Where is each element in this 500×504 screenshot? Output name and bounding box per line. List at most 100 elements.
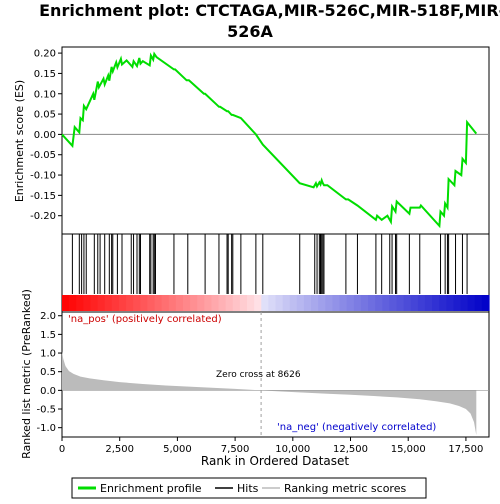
x-tick-label: 2,500 xyxy=(105,444,134,455)
rank-color-cell xyxy=(275,295,284,311)
title-line-1: Enrichment plot: CTCTAGA,MIR-526C,MIR-51… xyxy=(39,1,500,20)
rank-color-cell xyxy=(197,295,205,311)
rank-color-cell xyxy=(83,295,92,311)
x-tick-label: 12,500 xyxy=(333,444,368,455)
rank-color-cell xyxy=(446,295,455,311)
rank-color-cell xyxy=(168,295,177,311)
rank-color-cell xyxy=(232,295,241,311)
rank-color-cell xyxy=(282,295,291,311)
x-axis-label: Rank in Ordered Dataset xyxy=(201,454,349,468)
rank-color-cell xyxy=(204,295,213,311)
rank-color-cell xyxy=(382,295,390,311)
rank-color-cell xyxy=(368,295,376,311)
chart-title: Enrichment plot: CTCTAGA,MIR-526C,MIR-51… xyxy=(39,1,500,41)
rank-color-cell xyxy=(453,295,462,311)
es-y-tick-label: -0.05 xyxy=(30,150,56,161)
hits-layer xyxy=(62,234,490,311)
es-y-tick-label: -0.15 xyxy=(30,191,56,202)
rank-color-cell xyxy=(154,295,163,311)
rank-color-cell xyxy=(296,295,305,311)
rank-color-cell xyxy=(311,295,319,311)
es-y-tick-label: -0.20 xyxy=(30,211,56,222)
x-tick-label: 15,000 xyxy=(391,444,426,455)
rank-color-cell xyxy=(268,295,277,311)
metric-y-tick-label: 0.5 xyxy=(40,367,56,378)
rank-color-cell xyxy=(254,295,262,311)
rank-color-cell xyxy=(147,295,156,311)
rank-color-cell xyxy=(460,295,469,311)
es-panel-frame xyxy=(61,46,490,235)
rank-color-cell xyxy=(303,295,312,311)
rank-color-cell xyxy=(69,295,77,311)
es-layer xyxy=(61,51,489,229)
x-tick-label: 7,500 xyxy=(221,444,250,455)
es-y-tick-label: -0.10 xyxy=(30,171,56,182)
rank-color-cell xyxy=(375,295,383,311)
rank-color-cell xyxy=(424,295,433,311)
rank-color-cell xyxy=(211,295,220,311)
rank-color-cell xyxy=(239,295,248,311)
rank-color-cell xyxy=(325,295,334,311)
legend-metric-label: Ranking metric scores xyxy=(284,482,406,495)
rank-color-cell xyxy=(417,295,426,311)
rank-color-cell xyxy=(126,295,134,311)
rank-color-cell xyxy=(467,295,476,311)
rank-color-cell xyxy=(104,295,113,311)
rank-color-cell xyxy=(339,295,348,311)
rank-color-cell xyxy=(218,295,227,311)
rank-color-cell xyxy=(190,295,198,311)
rank-color-cell xyxy=(396,295,405,311)
metric-y-tick-label: 1.5 xyxy=(40,330,56,341)
rank-color-cell xyxy=(332,295,341,311)
rank-color-cell xyxy=(97,295,106,311)
metric-layer xyxy=(62,312,489,437)
rank-color-cell xyxy=(261,295,269,311)
x-tick-label: 10,000 xyxy=(275,444,310,455)
es-y-tick-label: 0.15 xyxy=(34,69,56,80)
rank-color-cell xyxy=(76,295,84,311)
rank-color-cell xyxy=(403,295,412,311)
rank-color-cell xyxy=(360,295,369,311)
rank-color-cell xyxy=(182,295,191,311)
rank-color-cell xyxy=(439,295,447,311)
rank-color-cell xyxy=(353,295,362,311)
rank-color-cell xyxy=(289,295,298,311)
ranking-metric-area xyxy=(62,351,477,436)
metric-y-tick-label: -1.0 xyxy=(36,423,56,434)
zero-cross-label: Zero cross at 8626 xyxy=(216,370,301,380)
rank-color-cell xyxy=(90,295,99,311)
metric-y-tick-label: 2.0 xyxy=(40,311,56,322)
rank-color-cell xyxy=(133,295,141,311)
rank-color-cell xyxy=(161,295,170,311)
axes-layer: 0.20 0.15 0.10 0.05 0.00 -0.05 -0.10 -0.15 -0.20… xyxy=(30,49,483,455)
rank-color-cell xyxy=(225,295,234,311)
x-tick-label: 0 xyxy=(59,444,65,455)
positive-correlation-label: 'na_pos' (positively correlated) xyxy=(68,314,222,325)
enrichment-profile-line xyxy=(61,51,478,229)
rank-color-cell xyxy=(410,295,419,311)
title-line-2: 526A xyxy=(227,22,273,41)
metric-y-tick-label: -0.5 xyxy=(36,405,56,416)
rank-color-cell xyxy=(111,295,120,311)
rank-color-cell xyxy=(346,295,355,311)
es-y-tick-label: 0.00 xyxy=(34,130,56,141)
rank-color-cell xyxy=(140,295,148,311)
legend-frame xyxy=(71,477,427,499)
rank-color-cell xyxy=(118,295,127,311)
rank-color-cell xyxy=(474,295,483,311)
rank-color-cell xyxy=(175,295,184,311)
rank-color-cell xyxy=(481,295,490,311)
legend: Enrichment profile Hits Ranking metric s… xyxy=(71,477,427,499)
es-y-tick-label: 0.10 xyxy=(34,89,56,100)
x-tick-label: 17,500 xyxy=(448,444,483,455)
rank-color-cell xyxy=(432,295,440,311)
x-tick-label: 5,000 xyxy=(163,444,192,455)
rank-color-cell xyxy=(318,295,326,311)
legend-hits-label: Hits xyxy=(237,482,259,495)
legend-enrichment-label: Enrichment profile xyxy=(100,482,202,495)
es-y-tick-label: 0.05 xyxy=(34,110,56,121)
metric-y-axis-label: Ranked list metric (PreRanked) xyxy=(20,289,33,459)
es-y-tick-label: 0.20 xyxy=(34,49,56,60)
rank-color-cell xyxy=(62,295,70,311)
